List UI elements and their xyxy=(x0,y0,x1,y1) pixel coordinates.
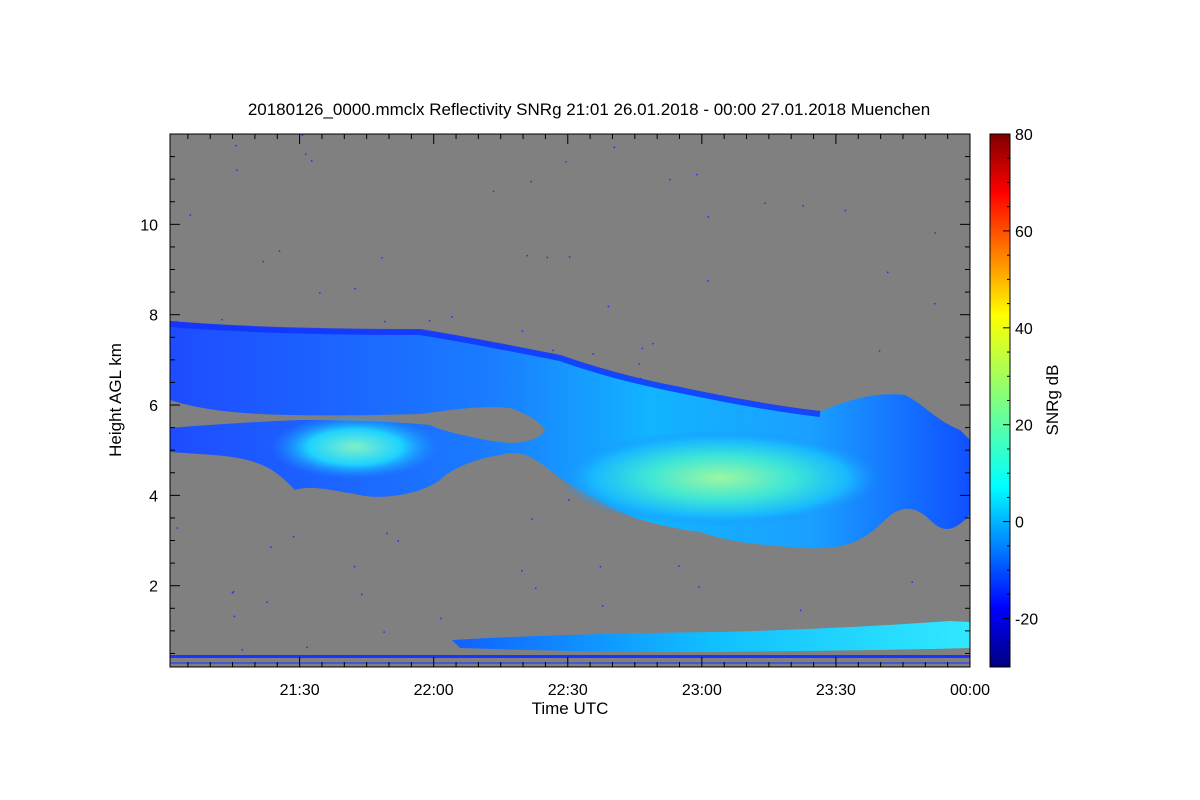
noise-speck xyxy=(270,546,272,548)
noise-speck xyxy=(526,254,529,257)
x-tick-label: 23:00 xyxy=(682,682,722,699)
x-tick-label: 00:00 xyxy=(950,682,990,699)
noise-speck xyxy=(641,347,644,350)
colorbar-tick-label: 60 xyxy=(1015,224,1033,241)
noise-speck xyxy=(568,499,570,501)
x-tick-label: 21:30 xyxy=(280,682,320,699)
noise-speck xyxy=(232,591,235,593)
noise-speck xyxy=(530,180,532,183)
x-tick-label: 23:30 xyxy=(816,682,856,699)
y-axis: 2 4 6 8 10 xyxy=(140,133,970,654)
noise-speck xyxy=(292,535,295,538)
noise-speck xyxy=(233,615,236,618)
noise-speck xyxy=(521,569,523,572)
cloud-top-fringe xyxy=(170,321,821,417)
noise-speck xyxy=(304,153,307,155)
noise-speck xyxy=(397,540,400,542)
noise-speck xyxy=(310,160,313,162)
cloud-core-left xyxy=(270,415,440,479)
noise-speck xyxy=(613,146,616,149)
ground-clutter-line xyxy=(170,655,970,658)
noise-speck xyxy=(176,527,179,529)
colorbar-tick-label: 20 xyxy=(1015,418,1033,435)
colorbar-tick-label: -20 xyxy=(1015,612,1038,629)
y-axis-label: Height AGL km xyxy=(106,343,125,457)
noise-speck xyxy=(844,209,847,212)
y-tick-label: 2 xyxy=(149,579,158,596)
noise-speck xyxy=(262,260,264,263)
noise-speck xyxy=(698,586,700,588)
noise-speck xyxy=(887,271,889,274)
plot-frame xyxy=(169,133,971,668)
noise-speck xyxy=(601,605,604,607)
noise-speck xyxy=(707,216,710,218)
noise-speck xyxy=(934,302,936,305)
noise-speck xyxy=(360,593,363,596)
noise-speck xyxy=(492,190,495,193)
noise-speck xyxy=(599,565,602,568)
cloud-gap xyxy=(170,400,545,443)
x-tick-label: 22:30 xyxy=(548,682,588,699)
noise-speck xyxy=(592,353,595,355)
noise-speck xyxy=(301,134,304,136)
colorbar-tick-label: 0 xyxy=(1015,515,1024,532)
noise-speck xyxy=(678,565,680,567)
noise-speck xyxy=(381,257,383,259)
cloud-core-main xyxy=(560,430,880,526)
noise-speck xyxy=(319,292,321,294)
noise-speck xyxy=(535,587,537,590)
noise-speck xyxy=(911,581,913,583)
noise-speck xyxy=(306,646,308,649)
noise-speck xyxy=(278,250,281,252)
noise-speck xyxy=(565,161,567,163)
noise-speck xyxy=(607,305,610,308)
noise-speck xyxy=(440,617,442,620)
ground-clutter-line-2 xyxy=(170,662,970,664)
x-axis-label: Time UTC xyxy=(532,699,609,718)
noise-speck xyxy=(354,287,356,290)
noise-speck xyxy=(764,202,766,205)
low-cloud-layer xyxy=(452,621,970,652)
y-tick-label: 6 xyxy=(149,398,158,415)
noise-speck xyxy=(799,609,802,612)
y-tick-label: 10 xyxy=(140,217,158,234)
noise-speck xyxy=(221,318,223,321)
colorbar-ticks: -20 0 20 40 60 80 xyxy=(1003,127,1038,668)
noise-speck xyxy=(353,565,356,568)
noise-speck xyxy=(638,363,641,365)
noise-speck xyxy=(451,316,453,318)
noise-speck xyxy=(878,350,881,352)
noise-speck xyxy=(235,144,237,147)
colorbar-label: SNRg dB xyxy=(1043,365,1062,436)
noise-speck xyxy=(236,169,238,172)
noise-speck xyxy=(383,631,385,633)
noise-speck xyxy=(384,320,386,323)
noise-speck xyxy=(241,649,244,651)
noise-speck xyxy=(531,518,533,520)
noise-speck xyxy=(695,173,698,176)
noise-speck xyxy=(428,319,431,322)
noise-speck xyxy=(521,330,524,332)
noise-speck xyxy=(669,178,671,181)
y-tick-label: 4 xyxy=(149,488,158,505)
noise-speck xyxy=(266,601,268,603)
noise-speck xyxy=(802,205,804,207)
noise-speck xyxy=(707,280,709,282)
noise-speck xyxy=(386,532,388,535)
noise-speck xyxy=(189,214,192,216)
colorbar-tick-label: 40 xyxy=(1015,321,1033,338)
noise-speck xyxy=(231,592,234,594)
noise-speck xyxy=(568,256,571,258)
noise-speck xyxy=(652,342,654,345)
x-tick-label: 22:00 xyxy=(414,682,454,699)
y-tick-label: 8 xyxy=(149,308,158,325)
plot-area xyxy=(170,134,970,667)
chart-title: 20180126_0000.mmclx Reflectivity SNRg 21… xyxy=(248,100,930,119)
noise-speck xyxy=(546,256,549,259)
colorbar-tick-label: 80 xyxy=(1015,127,1033,144)
x-axis: 21:30 22:00 22:30 23:00 23:30 00:00 xyxy=(187,134,990,699)
noise-speck xyxy=(934,232,937,234)
noise-speck xyxy=(552,349,554,352)
